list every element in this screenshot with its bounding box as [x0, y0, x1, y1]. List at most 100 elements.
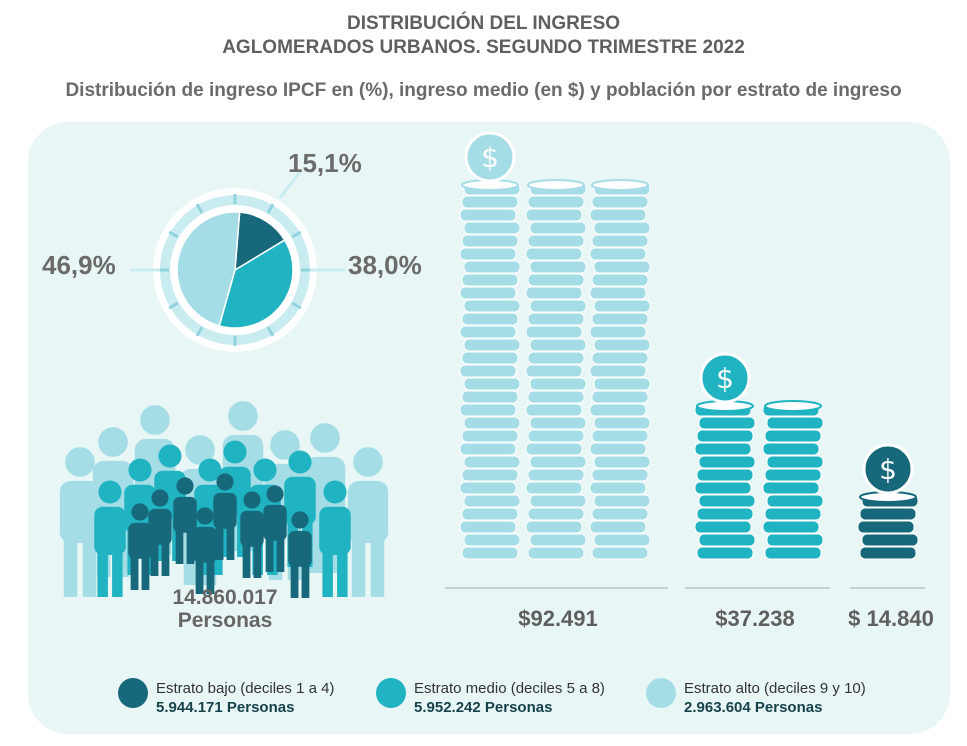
dollar-coin-icon [862, 443, 914, 495]
person-leg [290, 563, 299, 598]
pie-label-bajo: 15,1% [288, 148, 362, 178]
leader-bajo [278, 171, 302, 199]
person-head [323, 480, 347, 504]
legend-label-medio: Estrato medio (deciles 5 a 8) [414, 680, 605, 697]
coin [459, 247, 517, 261]
coin [463, 338, 521, 352]
chart-title: DISTRIBUCIÓN DEL INGRESO AGLOMERADOS URB… [0, 12, 967, 60]
person-body [128, 522, 152, 559]
legend-label-bajo: Estrato bajo (deciles 1 a 4) [156, 680, 335, 697]
coin [461, 546, 519, 560]
coin-top [764, 400, 822, 412]
coin [589, 247, 647, 261]
pie-tick [168, 301, 179, 310]
population-total: 14.860.017 Personas [140, 586, 310, 632]
coin [766, 533, 824, 547]
coin [461, 507, 519, 521]
coin [593, 260, 651, 274]
legend-count-medio: 5.952.242 Personas [414, 699, 553, 716]
coin [589, 208, 647, 222]
coin [527, 468, 585, 482]
coin [591, 390, 649, 404]
coin [764, 546, 822, 560]
chart-subtitle: Distribución de ingreso IPCF en (%), ing… [65, 80, 902, 101]
dollar-sign-icon: $ [716, 362, 734, 395]
person-head [176, 477, 194, 495]
coin [591, 312, 649, 326]
person-leg [242, 543, 251, 578]
pie-slice-alto [176, 211, 241, 327]
legend-swatch-bajo [118, 678, 148, 708]
coin-top [527, 179, 585, 191]
coin [591, 468, 649, 482]
coin [527, 273, 585, 287]
coin [589, 364, 647, 378]
person-leg [161, 541, 170, 576]
person-head [353, 447, 383, 477]
coin [593, 533, 651, 547]
legend-label-alto: Estrato alto (deciles 9 y 10) [684, 680, 866, 697]
legend-count-bajo: 5.944.171 Personas [156, 699, 295, 716]
coin [698, 416, 756, 430]
coin [525, 286, 583, 300]
person-leg [301, 563, 310, 598]
coin [593, 416, 651, 430]
person-head [228, 401, 258, 431]
person-leg [82, 537, 97, 597]
legend-count-alto: 2.963.604 Personas [684, 699, 823, 716]
person-body [59, 480, 101, 543]
person-head [266, 485, 284, 503]
coin [762, 442, 820, 456]
person-body [288, 530, 312, 567]
coin [529, 455, 587, 469]
amount-alto: $92.491 [518, 606, 598, 631]
person-body [94, 506, 126, 555]
coin [591, 507, 649, 521]
coin [694, 481, 752, 495]
coin [527, 234, 585, 248]
amount-medio: $37.238 [715, 606, 795, 631]
coin [463, 221, 521, 235]
person-head [196, 507, 214, 525]
person-leg [186, 529, 195, 564]
person-leg [175, 529, 184, 564]
pie-label-alto: 46,9% [42, 250, 116, 280]
pie-tick [195, 326, 204, 337]
coin [461, 351, 519, 365]
person-leg [141, 555, 150, 590]
person-head [310, 423, 340, 453]
coin [764, 507, 822, 521]
coin [525, 520, 583, 534]
coin [527, 507, 585, 521]
person-body [213, 492, 237, 529]
population-number: 14.860.017 [172, 586, 278, 609]
coin [698, 455, 756, 469]
coin [525, 325, 583, 339]
title-line-2: AGLOMERADOS URBANOS. SEGUNDO TRIMESTRE 2… [222, 37, 745, 58]
person-head [291, 511, 309, 529]
coin [463, 494, 521, 508]
person-leg [130, 555, 139, 590]
person-leg [337, 550, 348, 597]
dollar-coin-icon [699, 352, 751, 404]
coin [459, 208, 517, 222]
person-body [284, 476, 316, 525]
coin [589, 520, 647, 534]
coin [463, 260, 521, 274]
person-head [216, 473, 234, 491]
person-leg [226, 525, 235, 560]
coin [461, 234, 519, 248]
coin [766, 455, 824, 469]
pie-tick [266, 326, 275, 337]
person-head [243, 491, 261, 509]
coin [593, 494, 651, 508]
person-leg [215, 525, 224, 560]
coin [766, 416, 824, 430]
dollar-sign-icon: $ [879, 453, 897, 486]
amount-bajo: $ 14.840 [848, 606, 934, 631]
person-leg [63, 537, 78, 597]
coin-stacks: $ $ $ [459, 131, 919, 560]
coin [461, 312, 519, 326]
person-leg [322, 550, 333, 597]
coin [591, 429, 649, 443]
